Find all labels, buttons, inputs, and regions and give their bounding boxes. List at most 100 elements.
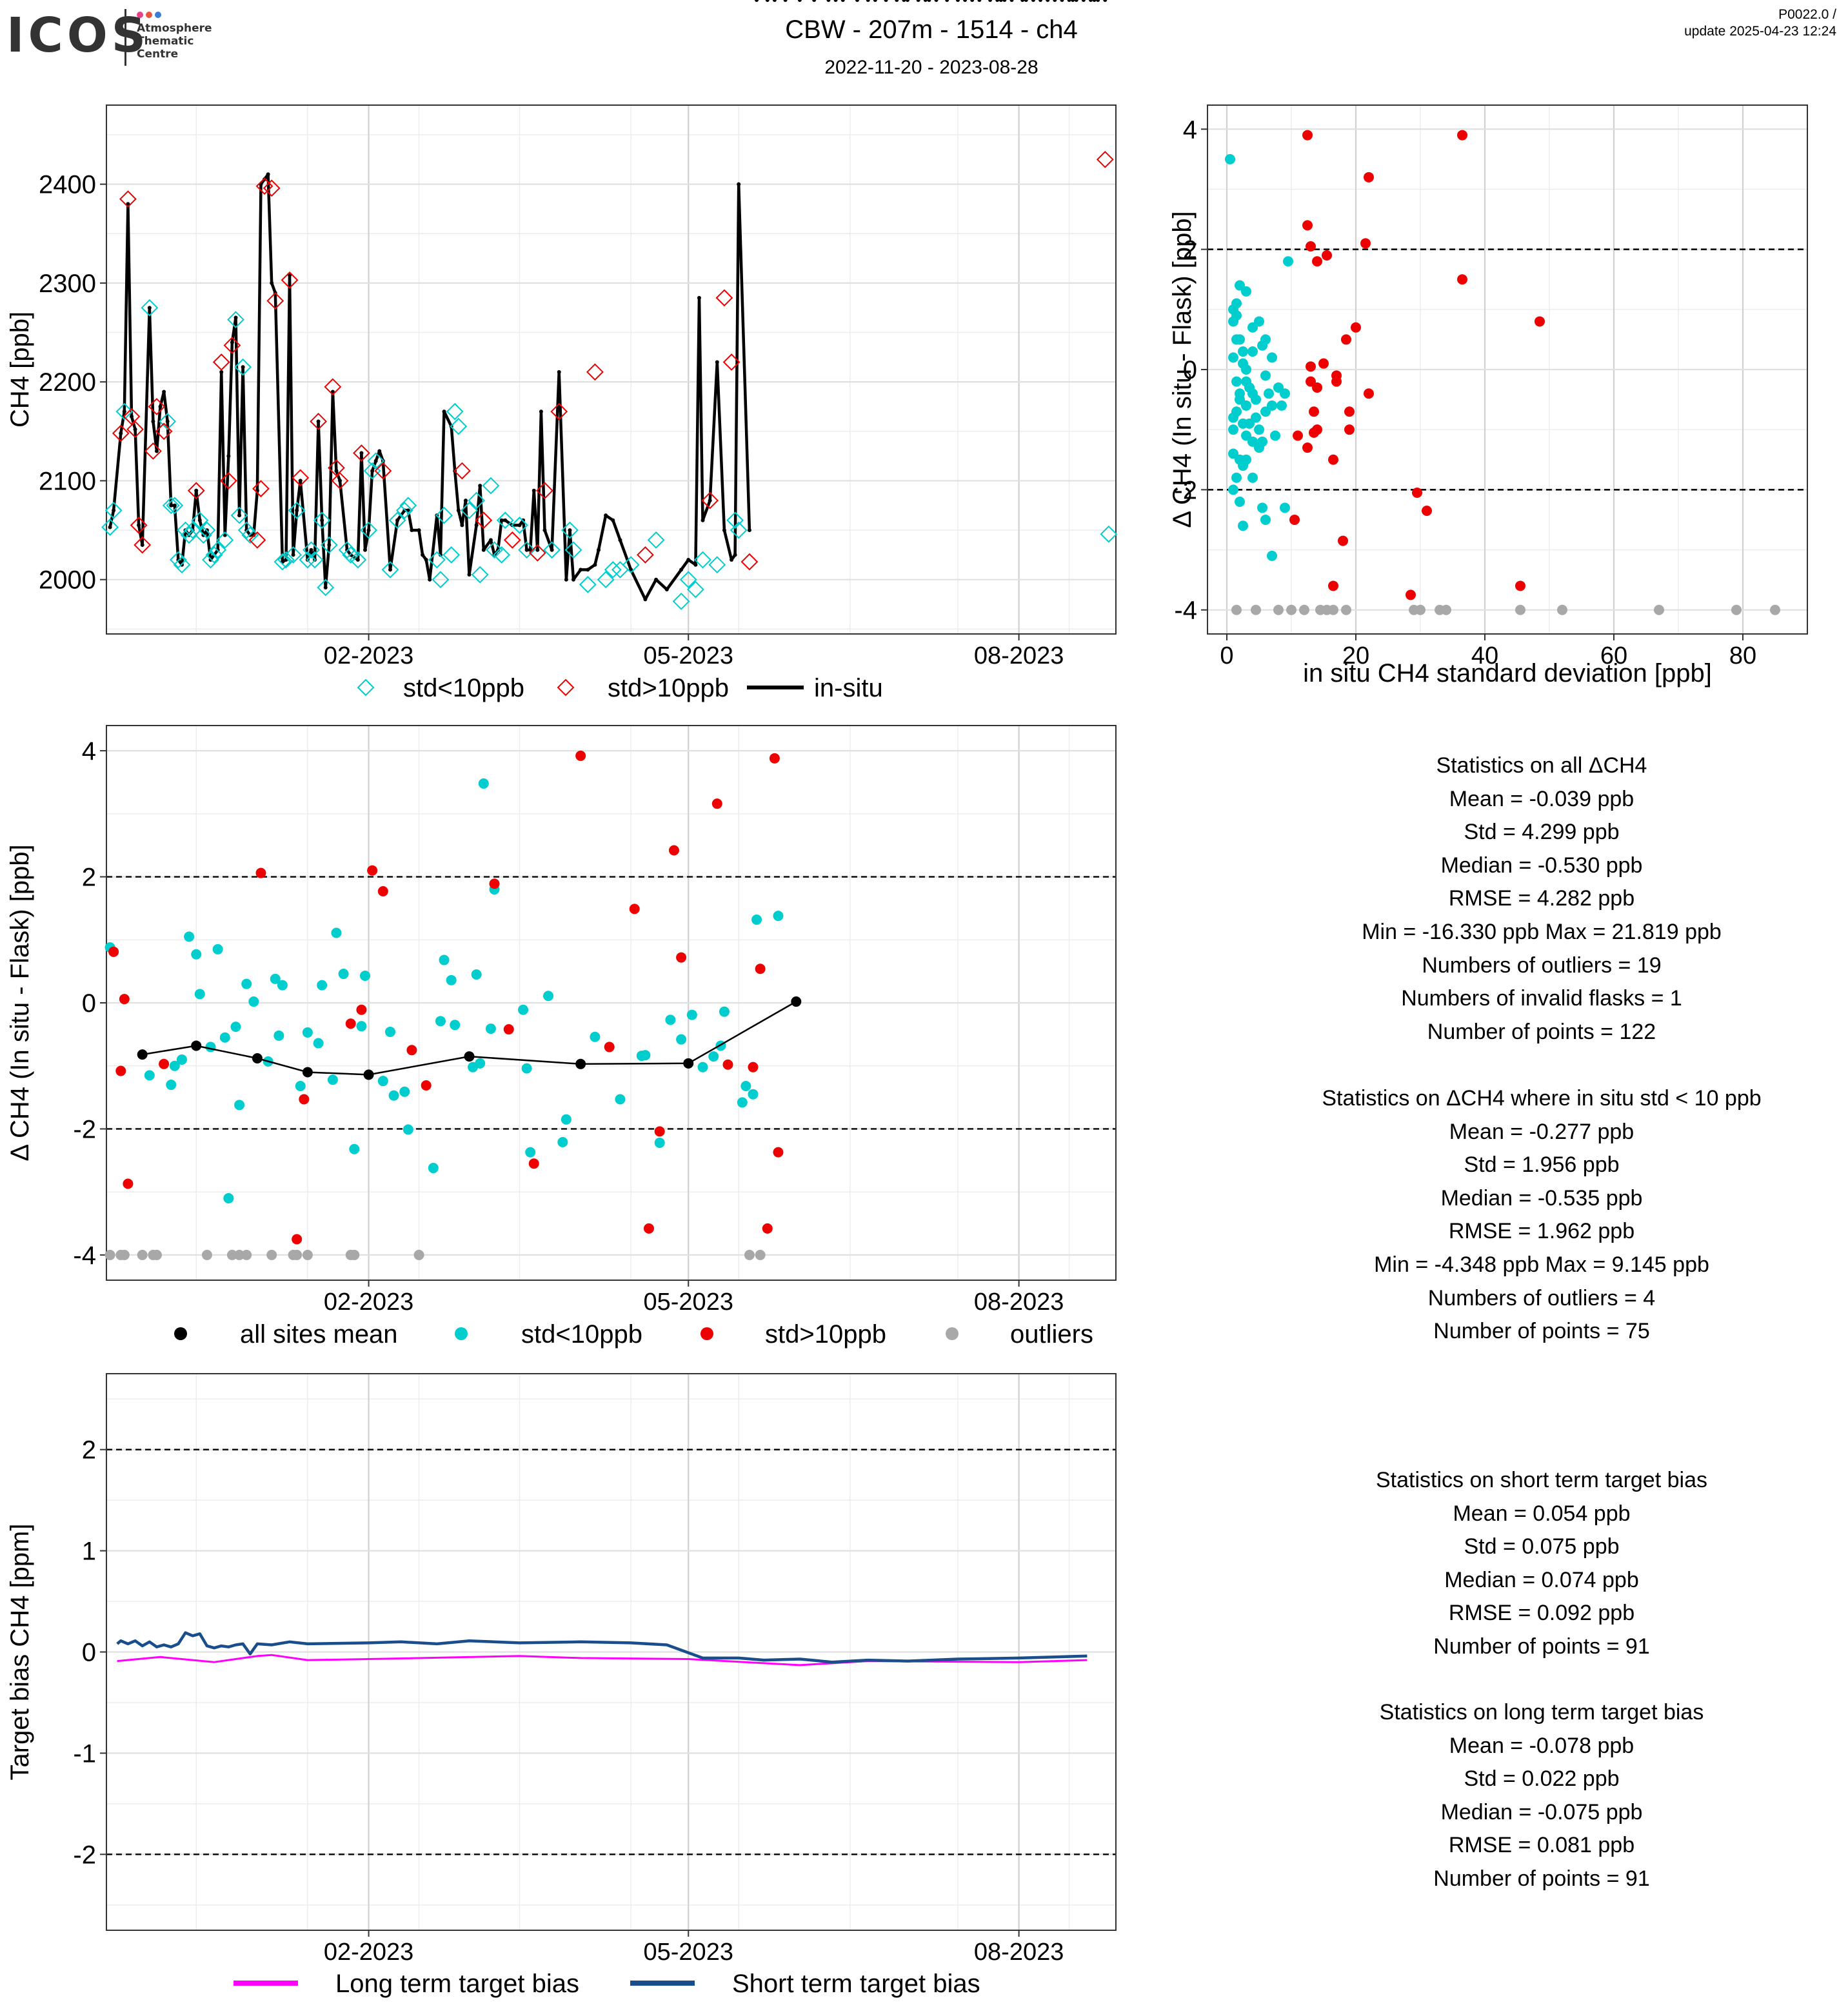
delta-point-std-10ppb [123, 1178, 134, 1189]
scatter-point-outliers [1770, 604, 1780, 615]
in-situ-point [604, 513, 608, 518]
y-tick-label: 2400 [39, 171, 96, 199]
in-situ-point [481, 548, 486, 552]
in-situ-point [108, 525, 112, 529]
in-situ-point [579, 568, 583, 572]
flask-marker-std-gt10 [740, 553, 759, 571]
flask-marker-std-gt10 [219, 472, 237, 489]
in-situ-point [373, 459, 378, 463]
scatter-point-outliers [1515, 604, 1525, 615]
in-situ-point [884, 0, 888, 2]
flask-marker-std-lt10 [115, 402, 134, 420]
in-situ-point [230, 340, 234, 344]
logo-subtitle-line-3: Centre [137, 48, 179, 61]
in-situ-point [923, 0, 928, 2]
in-situ-point [388, 568, 392, 572]
delta-point-std-10ppb [485, 1023, 496, 1034]
in-situ-point [194, 488, 199, 493]
scatter-point-std-10ppb [1238, 520, 1248, 531]
delta-point-std-10ppb [654, 1126, 665, 1137]
flask-marker-std-lt10 [209, 541, 227, 559]
stats-short-term-bias: Statistics on short term target bias Mean… [1219, 1464, 1848, 1664]
flask-marker-std-gt10 [255, 177, 273, 195]
in-situ-point [524, 548, 529, 552]
y-tick-label: 0 [82, 1639, 96, 1667]
in-situ-point [1067, 0, 1071, 2]
stats-long-term-bias: Statistics on long term target bias Mean … [1219, 1696, 1848, 1896]
in-situ-point [542, 528, 547, 533]
delta-point-std-10ppb [711, 798, 722, 809]
flask-marker-std-lt10 [177, 521, 194, 539]
delta-point-outliers [137, 1249, 148, 1260]
in-situ-line [108, 173, 751, 601]
delta-point-outliers [744, 1249, 755, 1260]
x-tick-label: 60 [1600, 642, 1627, 669]
y-tick-label: 2000 [39, 566, 96, 595]
delta-point-std-10ppb [367, 865, 378, 876]
flask-marker-std-lt10 [622, 556, 640, 574]
x-tick-label: 05-2023 [644, 1289, 733, 1316]
delta-point-std-10ppb [668, 845, 679, 856]
scatter-std-x-axis-title: in situ CH4 standard deviation [ppb] [1303, 659, 1712, 687]
in-situ-point [316, 419, 321, 424]
flask-marker-std-gt10 [331, 472, 349, 489]
in-situ-point [154, 449, 159, 453]
flask-marker-std-gt10 [636, 546, 654, 564]
delta-point-outliers [302, 1249, 313, 1260]
delta-point-std-10ppb [439, 954, 450, 965]
in-situ-point [1089, 0, 1093, 2]
in-situ-point [162, 390, 166, 394]
flask-marker-std-lt10 [313, 511, 331, 529]
delta-point-std-10ppb [402, 1124, 413, 1135]
flask-marker-std-lt10 [564, 541, 582, 559]
delta-point-std-10ppb [248, 996, 259, 1007]
in-situ-point [237, 513, 242, 518]
in-situ-point [733, 553, 737, 557]
x-tick-label: 40 [1471, 642, 1498, 669]
logo-divider [124, 9, 126, 66]
delta-point-std-10ppb [331, 927, 342, 938]
scatter-point-std-10ppb [1351, 322, 1361, 333]
scatter-point-outliers [1328, 604, 1338, 615]
stats-line: Median = 0.074 ppb [1444, 1567, 1639, 1592]
in-situ-point [1038, 0, 1043, 2]
scatter-point-std-10ppb [1244, 418, 1255, 429]
flask-marker-std-gt10 [324, 378, 342, 396]
scatter-point-std-10ppb [1267, 352, 1277, 363]
in-situ-point [428, 577, 432, 582]
scatter-point-std-10ppb [1235, 497, 1245, 507]
stats-line: RMSE = 1.962 ppb [1448, 1219, 1635, 1244]
scatter-point-std-10ppb [1273, 382, 1284, 393]
in-situ-point [730, 558, 734, 562]
in-situ-point [812, 0, 817, 2]
scatter-point-outliers [1731, 604, 1742, 615]
y-tick-label: 1 [82, 1537, 96, 1566]
flask-marker-std-lt10 [237, 521, 255, 539]
x-tick-label: 20 [1342, 642, 1369, 669]
flask-marker-std-lt10 [349, 551, 367, 569]
in-situ-point [1002, 0, 1007, 2]
flask-marker-std-lt10 [180, 526, 198, 544]
version-label: P0022.0 / [1778, 7, 1836, 22]
in-situ-point [151, 419, 155, 424]
flask-marker-std-gt10 [281, 271, 299, 289]
stats-line: Median = -0.075 ppb [1440, 1799, 1643, 1824]
delta-point-std-10ppb [676, 1034, 687, 1045]
scatter-point-std-10ppb [1338, 535, 1348, 546]
scatter-point-outliers [1557, 604, 1567, 615]
all-sites-mean-point [363, 1069, 374, 1080]
scatter-point-std-10ppb [1267, 550, 1277, 561]
scatter-point-std-10ppb [1260, 370, 1271, 381]
in-situ-point [1020, 0, 1025, 2]
update-timestamp: update 2025-04-23 12:24 [1684, 24, 1836, 39]
in-situ-point [460, 523, 464, 528]
scatter-point-std-10ppb [1228, 316, 1238, 327]
in-situ-point [219, 370, 224, 374]
logo-dot-blue [155, 12, 161, 18]
scatter-point-std-10ppb [1364, 172, 1374, 183]
in-situ-point [417, 528, 421, 533]
scatter-point-outliers [1286, 604, 1297, 615]
flask-marker-std-lt10 [284, 546, 303, 564]
delta-point-std-10ppb [349, 1143, 360, 1154]
